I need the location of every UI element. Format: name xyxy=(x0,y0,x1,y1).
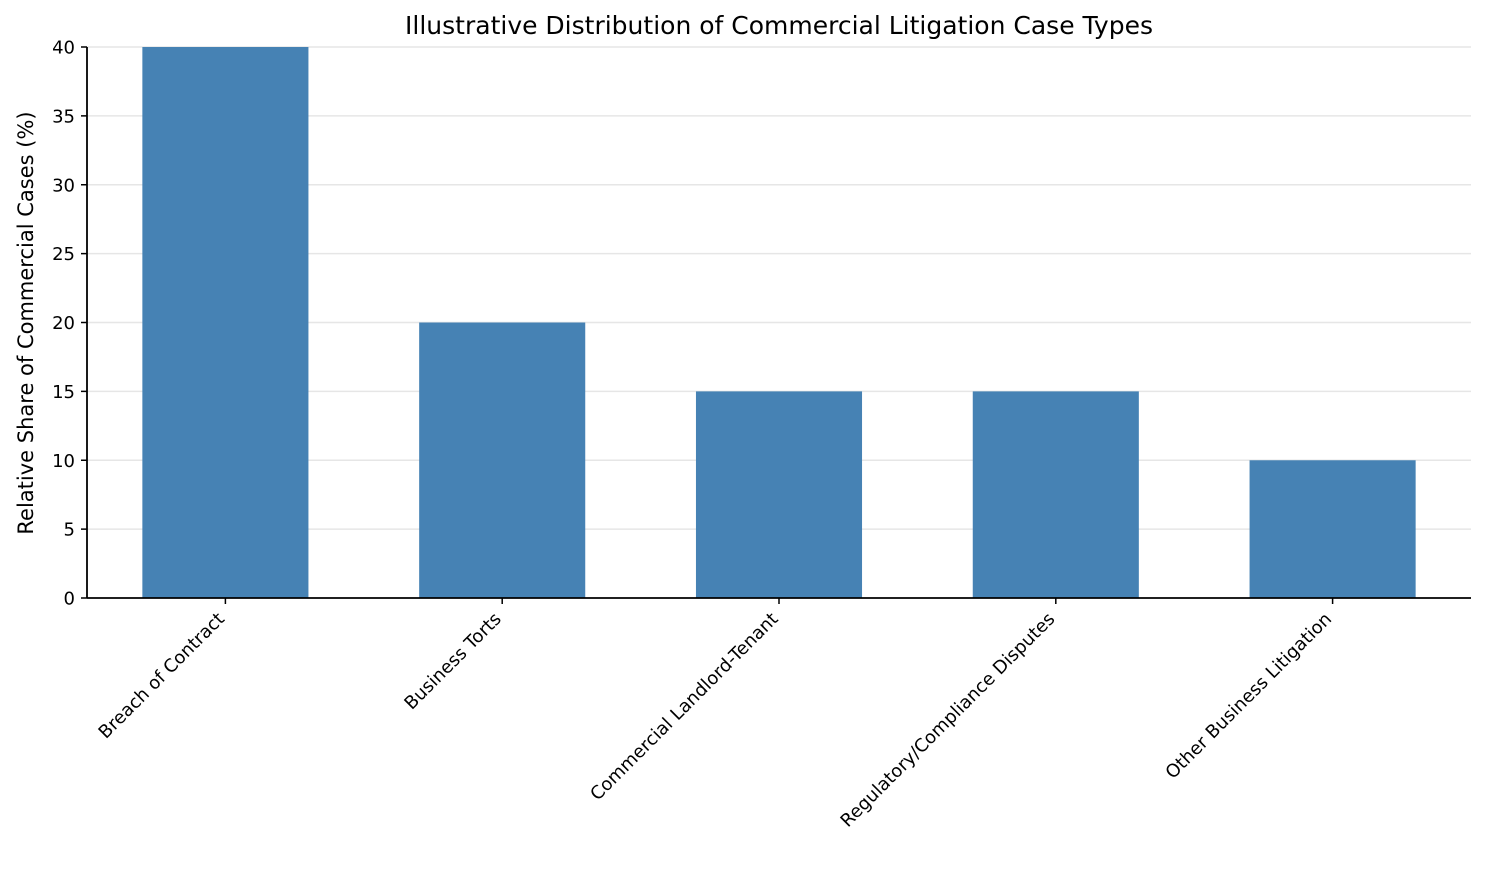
x-tick-label: Regulatory/Compliance Disputes xyxy=(837,609,1060,832)
bar xyxy=(142,47,309,598)
x-tick-label: Business Torts xyxy=(400,609,505,714)
y-tick-label: 40 xyxy=(52,38,75,59)
y-tick-label: 0 xyxy=(64,589,75,610)
bars xyxy=(142,47,1416,598)
y-tick-label: 20 xyxy=(52,313,75,334)
x-tick-label: Commercial Landlord-Tenant xyxy=(586,609,782,805)
x-tick-label: Other Business Litigation xyxy=(1162,609,1337,784)
chart-title: Illustrative Distribution of Commercial … xyxy=(405,11,1153,40)
y-tick-label: 35 xyxy=(52,106,75,127)
bar xyxy=(1249,460,1416,598)
bar xyxy=(695,391,863,598)
y-axis-label: Relative Share of Commercial Cases (%) xyxy=(14,111,38,534)
bar xyxy=(419,322,586,598)
axes xyxy=(81,46,1471,604)
y-tick-label: 15 xyxy=(52,382,75,403)
x-tick-label: Breach of Contract xyxy=(95,609,229,743)
bar xyxy=(972,391,1139,598)
y-tick-label: 25 xyxy=(52,244,75,265)
y-tick-label: 5 xyxy=(64,520,75,541)
y-tick-label: 30 xyxy=(52,175,75,196)
y-tick-label: 10 xyxy=(52,451,75,472)
